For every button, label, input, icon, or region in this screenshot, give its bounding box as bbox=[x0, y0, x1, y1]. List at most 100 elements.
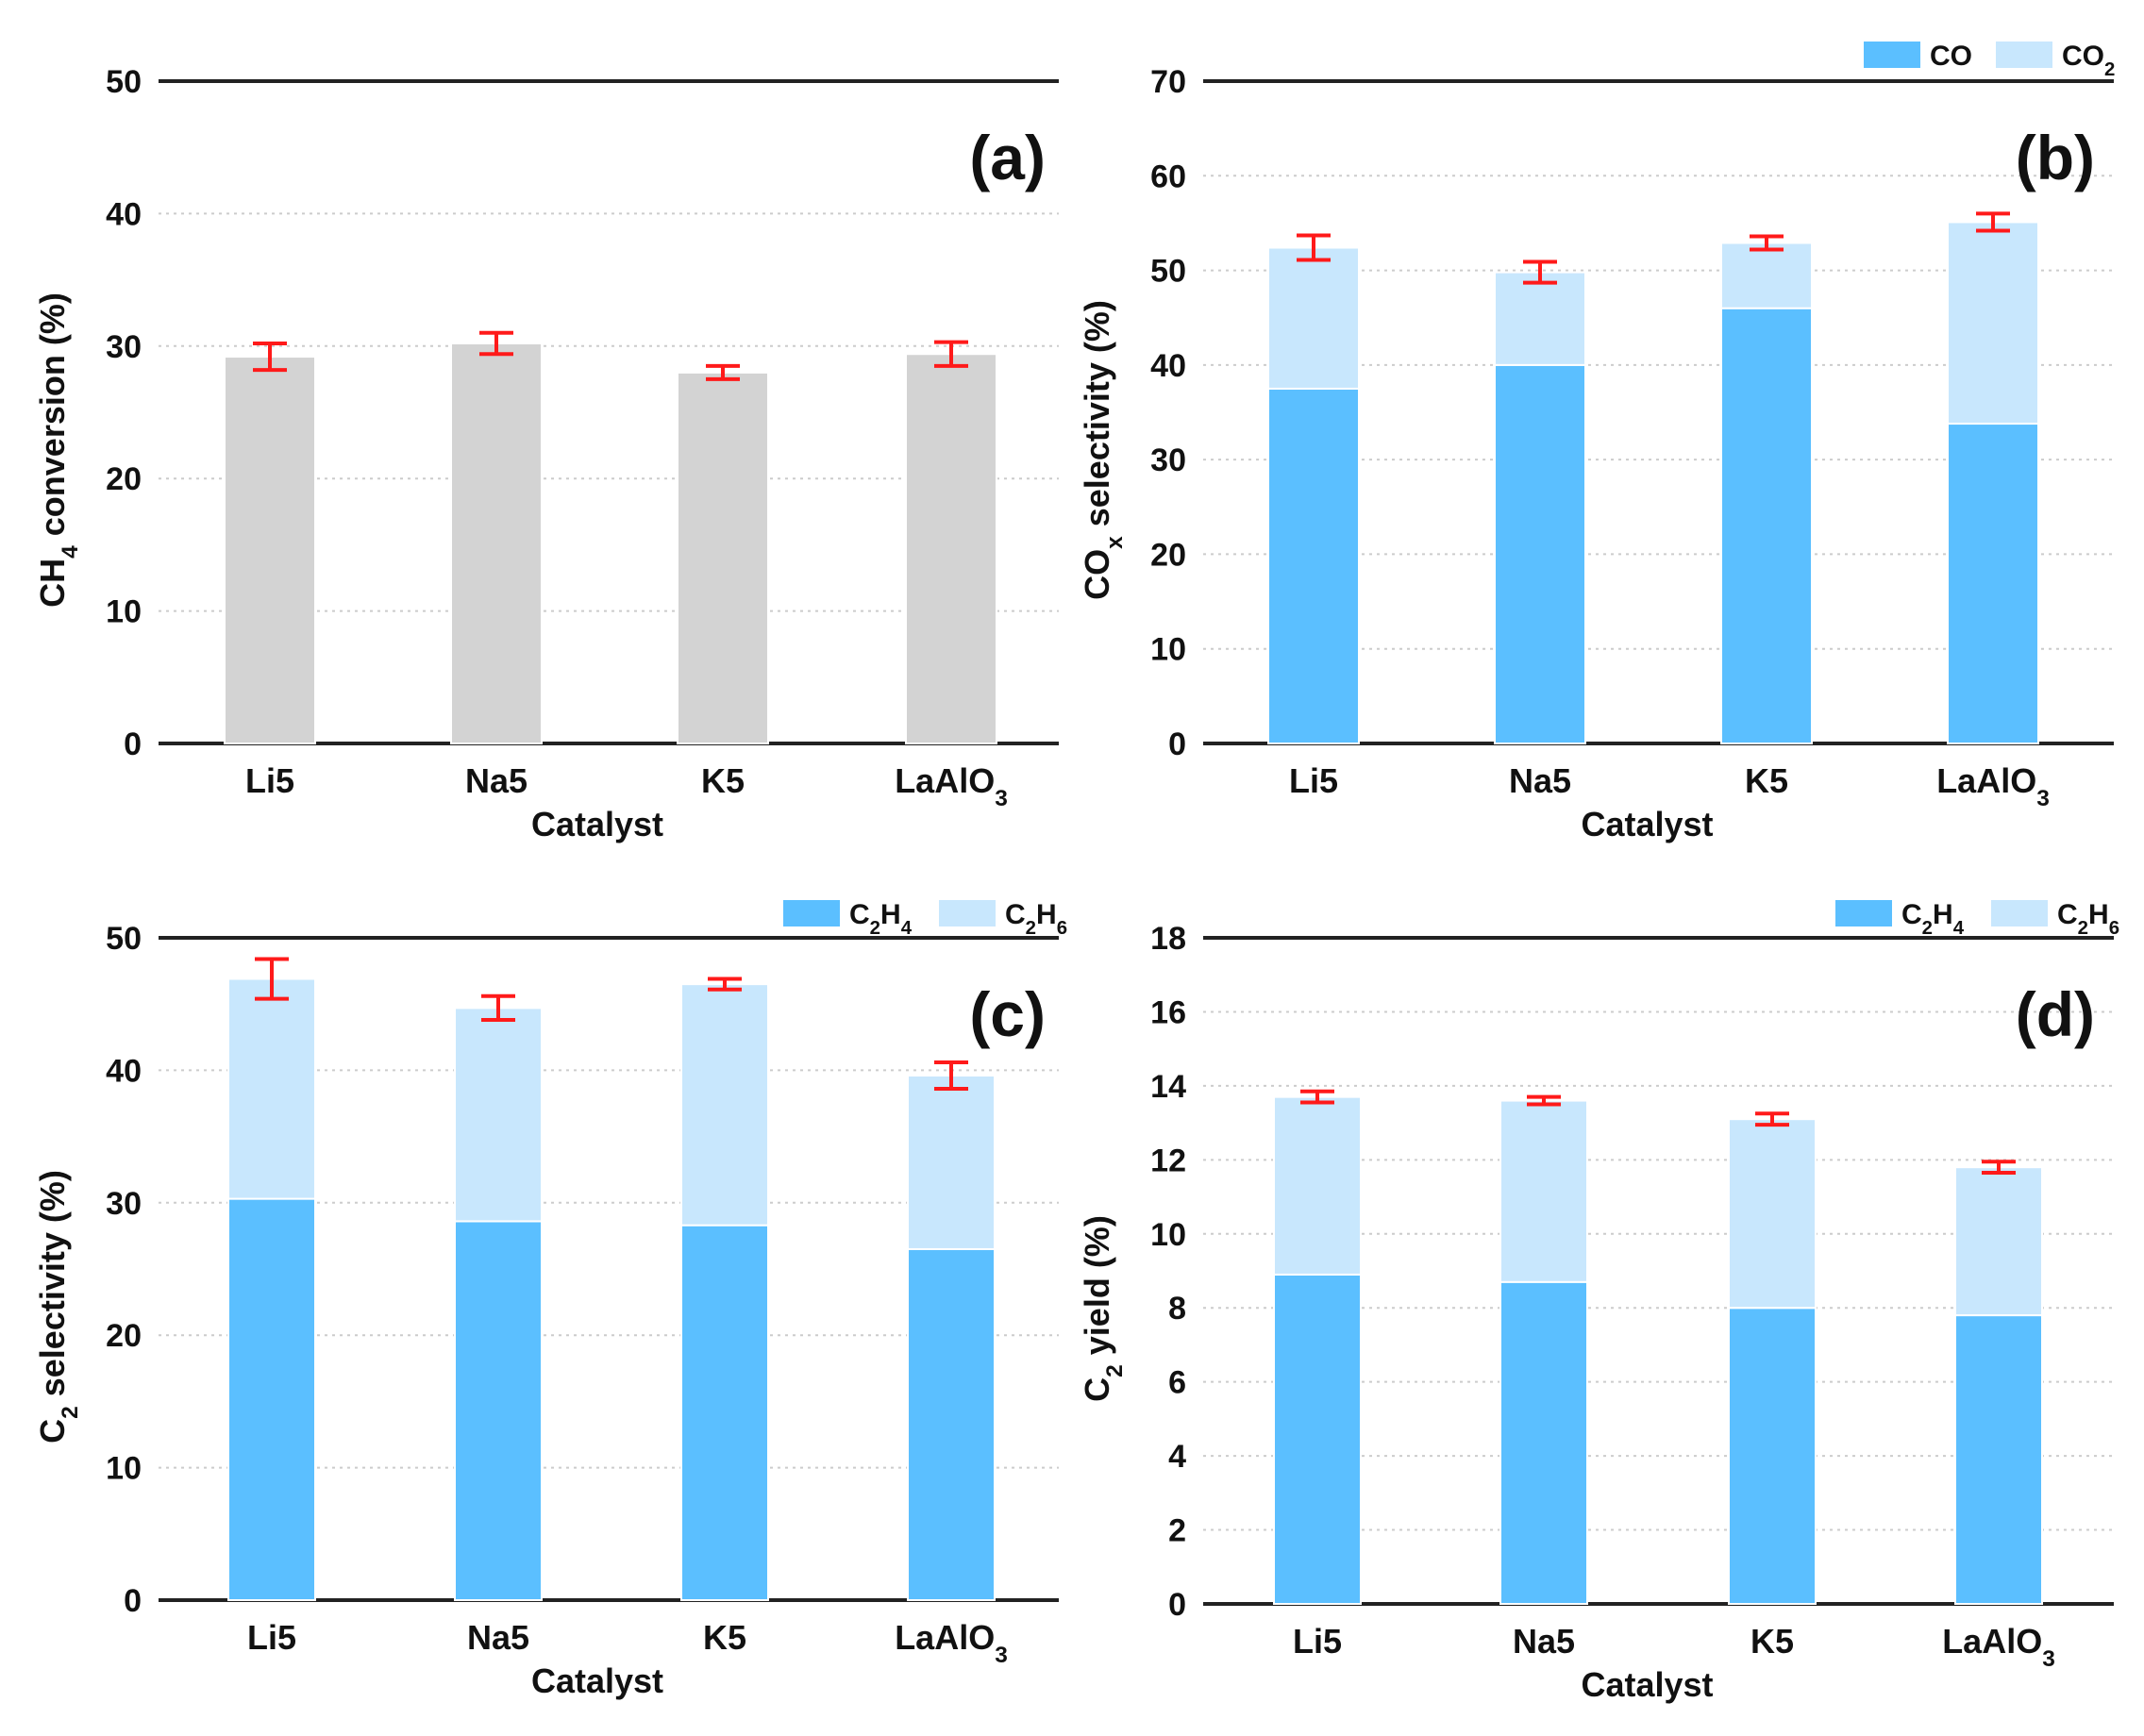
bar-d-C2H4-K5 bbox=[1728, 1307, 1817, 1605]
x-tick-label: K5 bbox=[701, 761, 745, 800]
legend-label: C2H6 bbox=[1005, 899, 1067, 939]
legend-swatch bbox=[1864, 42, 1920, 68]
legend-label: CO2 bbox=[2062, 41, 2115, 80]
x-tick-label: Li5 bbox=[245, 761, 294, 800]
legend-label: C2H6 bbox=[2057, 899, 2119, 939]
y-tick-label: 40 bbox=[1150, 348, 1186, 384]
y-tick-label: 4 bbox=[1168, 1439, 1186, 1475]
bar-b-CO2-Li5 bbox=[1267, 246, 1360, 390]
x-tick-label: Li5 bbox=[1293, 1622, 1342, 1661]
bar-b-CO-K5 bbox=[1720, 307, 1813, 744]
y-tick-label: 16 bbox=[1150, 994, 1186, 1030]
y-tick-label: 60 bbox=[1150, 159, 1186, 194]
bar-c-C2H6-K5 bbox=[680, 983, 769, 1227]
y-axis-title: C2 yield (%) bbox=[1078, 1215, 1128, 1402]
panel-label: (c) bbox=[969, 979, 1046, 1049]
error-bar-a-Na5 bbox=[479, 330, 513, 357]
legend-label: CO bbox=[1930, 41, 1972, 72]
y-tick-label: 0 bbox=[1168, 726, 1186, 762]
error-bar-a-Li5 bbox=[253, 341, 287, 373]
y-tick-label: 0 bbox=[124, 1583, 142, 1619]
y-tick-label: 0 bbox=[124, 726, 142, 762]
bar-b-CO-LaAlO3 bbox=[1947, 423, 2039, 744]
panel-b: 0 10 20 30 40 50 60 70 Li5 Na5 K5 LaAlO3 Catalyst COx… bbox=[1078, 41, 2115, 843]
legend-swatch bbox=[783, 900, 840, 926]
x-tick-label: Na5 bbox=[1513, 1622, 1575, 1661]
panel-a: 0 10 20 30 40 50 Li5 Na5 K5 LaAlO3 Catalyst CH4 con… bbox=[33, 64, 1059, 843]
y-tick-label: 2 bbox=[1168, 1513, 1186, 1549]
y-axis-title: CH4 conversion (%) bbox=[33, 292, 83, 608]
x-tick-label: K5 bbox=[703, 1618, 746, 1657]
bar-c-C2H4-LaAlO3 bbox=[907, 1247, 996, 1601]
y-tick-label: 20 bbox=[1150, 537, 1186, 573]
x-tick-label: LaAlO3 bbox=[895, 1618, 1008, 1668]
y-tick-label: 40 bbox=[106, 1053, 142, 1089]
error-bar-b-K5 bbox=[1750, 234, 1784, 252]
x-tick-label: Na5 bbox=[1509, 761, 1571, 800]
legend-label: C2H4 bbox=[849, 899, 913, 939]
bar-c-C2H6-LaAlO3 bbox=[907, 1075, 996, 1250]
y-tick-label: 10 bbox=[1150, 632, 1186, 668]
panel-c: 0 10 20 30 40 50 Li5 Na5 K5 LaAlO3 Catalyst C2 sele… bbox=[33, 899, 1067, 1700]
x-axis-title: Catalyst bbox=[531, 1661, 663, 1700]
x-tick-label: Na5 bbox=[465, 761, 528, 800]
x-tick-label: K5 bbox=[1745, 761, 1788, 800]
x-tick-label: K5 bbox=[1750, 1622, 1794, 1661]
bar-d-C2H6-LaAlO3 bbox=[1954, 1166, 2043, 1317]
y-tick-label: 30 bbox=[106, 1186, 142, 1222]
y-tick-label: 30 bbox=[1150, 442, 1186, 478]
y-tick-label: 50 bbox=[1150, 254, 1186, 290]
error-bar-c-LaAlO3 bbox=[934, 1060, 968, 1092]
x-tick-label: LaAlO3 bbox=[895, 761, 1008, 811]
legend-label: C2H4 bbox=[1901, 899, 1965, 939]
panel-label: (d) bbox=[2016, 979, 2095, 1049]
error-bar-d-K5 bbox=[1755, 1111, 1789, 1127]
bar-c-C2H4-Na5 bbox=[454, 1220, 543, 1602]
error-bar-b-LaAlO3 bbox=[1976, 211, 2010, 233]
legend: CO CO2 bbox=[1864, 41, 2115, 80]
y-tick-label: 10 bbox=[106, 1451, 142, 1487]
y-tick-label: 40 bbox=[106, 196, 142, 232]
bar-c-C2H6-Li5 bbox=[227, 977, 316, 1200]
x-tick-label: Li5 bbox=[1289, 761, 1338, 800]
y-tick-label: 8 bbox=[1168, 1291, 1186, 1327]
y-tick-label: 10 bbox=[106, 594, 142, 630]
legend-swatch bbox=[1835, 900, 1892, 926]
panel-label: (a) bbox=[969, 123, 1046, 192]
error-bar-d-LaAlO3 bbox=[1982, 1160, 2016, 1176]
y-tick-label: 14 bbox=[1150, 1069, 1186, 1105]
error-bar-d-Li5 bbox=[1300, 1089, 1334, 1105]
bar-b-CO-Na5 bbox=[1494, 363, 1586, 744]
y-tick-label: 50 bbox=[106, 921, 142, 957]
x-axis-title: Catalyst bbox=[1581, 1665, 1713, 1704]
y-tick-label: 20 bbox=[106, 1318, 142, 1354]
legend-swatch bbox=[939, 900, 996, 926]
bar-c-C2H6-Na5 bbox=[454, 1007, 543, 1223]
error-bar-c-Na5 bbox=[481, 993, 515, 1023]
error-bar-c-Li5 bbox=[255, 957, 289, 1001]
panel-label: (b) bbox=[2016, 123, 2095, 192]
y-tick-label: 30 bbox=[106, 329, 142, 365]
y-axis-title: C2 selectivity (%) bbox=[33, 1170, 83, 1444]
bar-b-CO-Li5 bbox=[1267, 387, 1360, 744]
bar-d-C2H6-Na5 bbox=[1499, 1099, 1588, 1283]
legend-swatch bbox=[1991, 900, 2048, 926]
bar-d-C2H6-Li5 bbox=[1273, 1095, 1362, 1276]
panel-d: 0 2 4 6 8 10 12 14 16 18 Li5 Na5 K5 LaAlO3 Catalyst C2 … bbox=[1078, 899, 2119, 1704]
bar-b-CO2-Na5 bbox=[1494, 271, 1586, 366]
bar-c-C2H4-Li5 bbox=[227, 1197, 316, 1601]
legend: C2H4 C2H6 bbox=[783, 899, 1067, 939]
y-tick-label: 50 bbox=[106, 64, 142, 100]
x-tick-label: Na5 bbox=[467, 1618, 529, 1657]
y-tick-label: 18 bbox=[1150, 921, 1186, 957]
legend: C2H4 C2H6 bbox=[1835, 899, 2119, 939]
y-tick-label: 12 bbox=[1150, 1143, 1186, 1178]
error-bar-c-K5 bbox=[708, 976, 742, 992]
bar-d-C2H4-LaAlO3 bbox=[1954, 1314, 2043, 1605]
bar-b-CO2-K5 bbox=[1720, 242, 1813, 309]
y-tick-label: 10 bbox=[1150, 1217, 1186, 1253]
bar-b-CO2-LaAlO3 bbox=[1947, 221, 2039, 426]
error-bar-a-LaAlO3 bbox=[934, 340, 968, 368]
bar-d-C2H4-Na5 bbox=[1499, 1280, 1588, 1606]
bar-a-CH4 conversion-Na5 bbox=[450, 342, 543, 744]
